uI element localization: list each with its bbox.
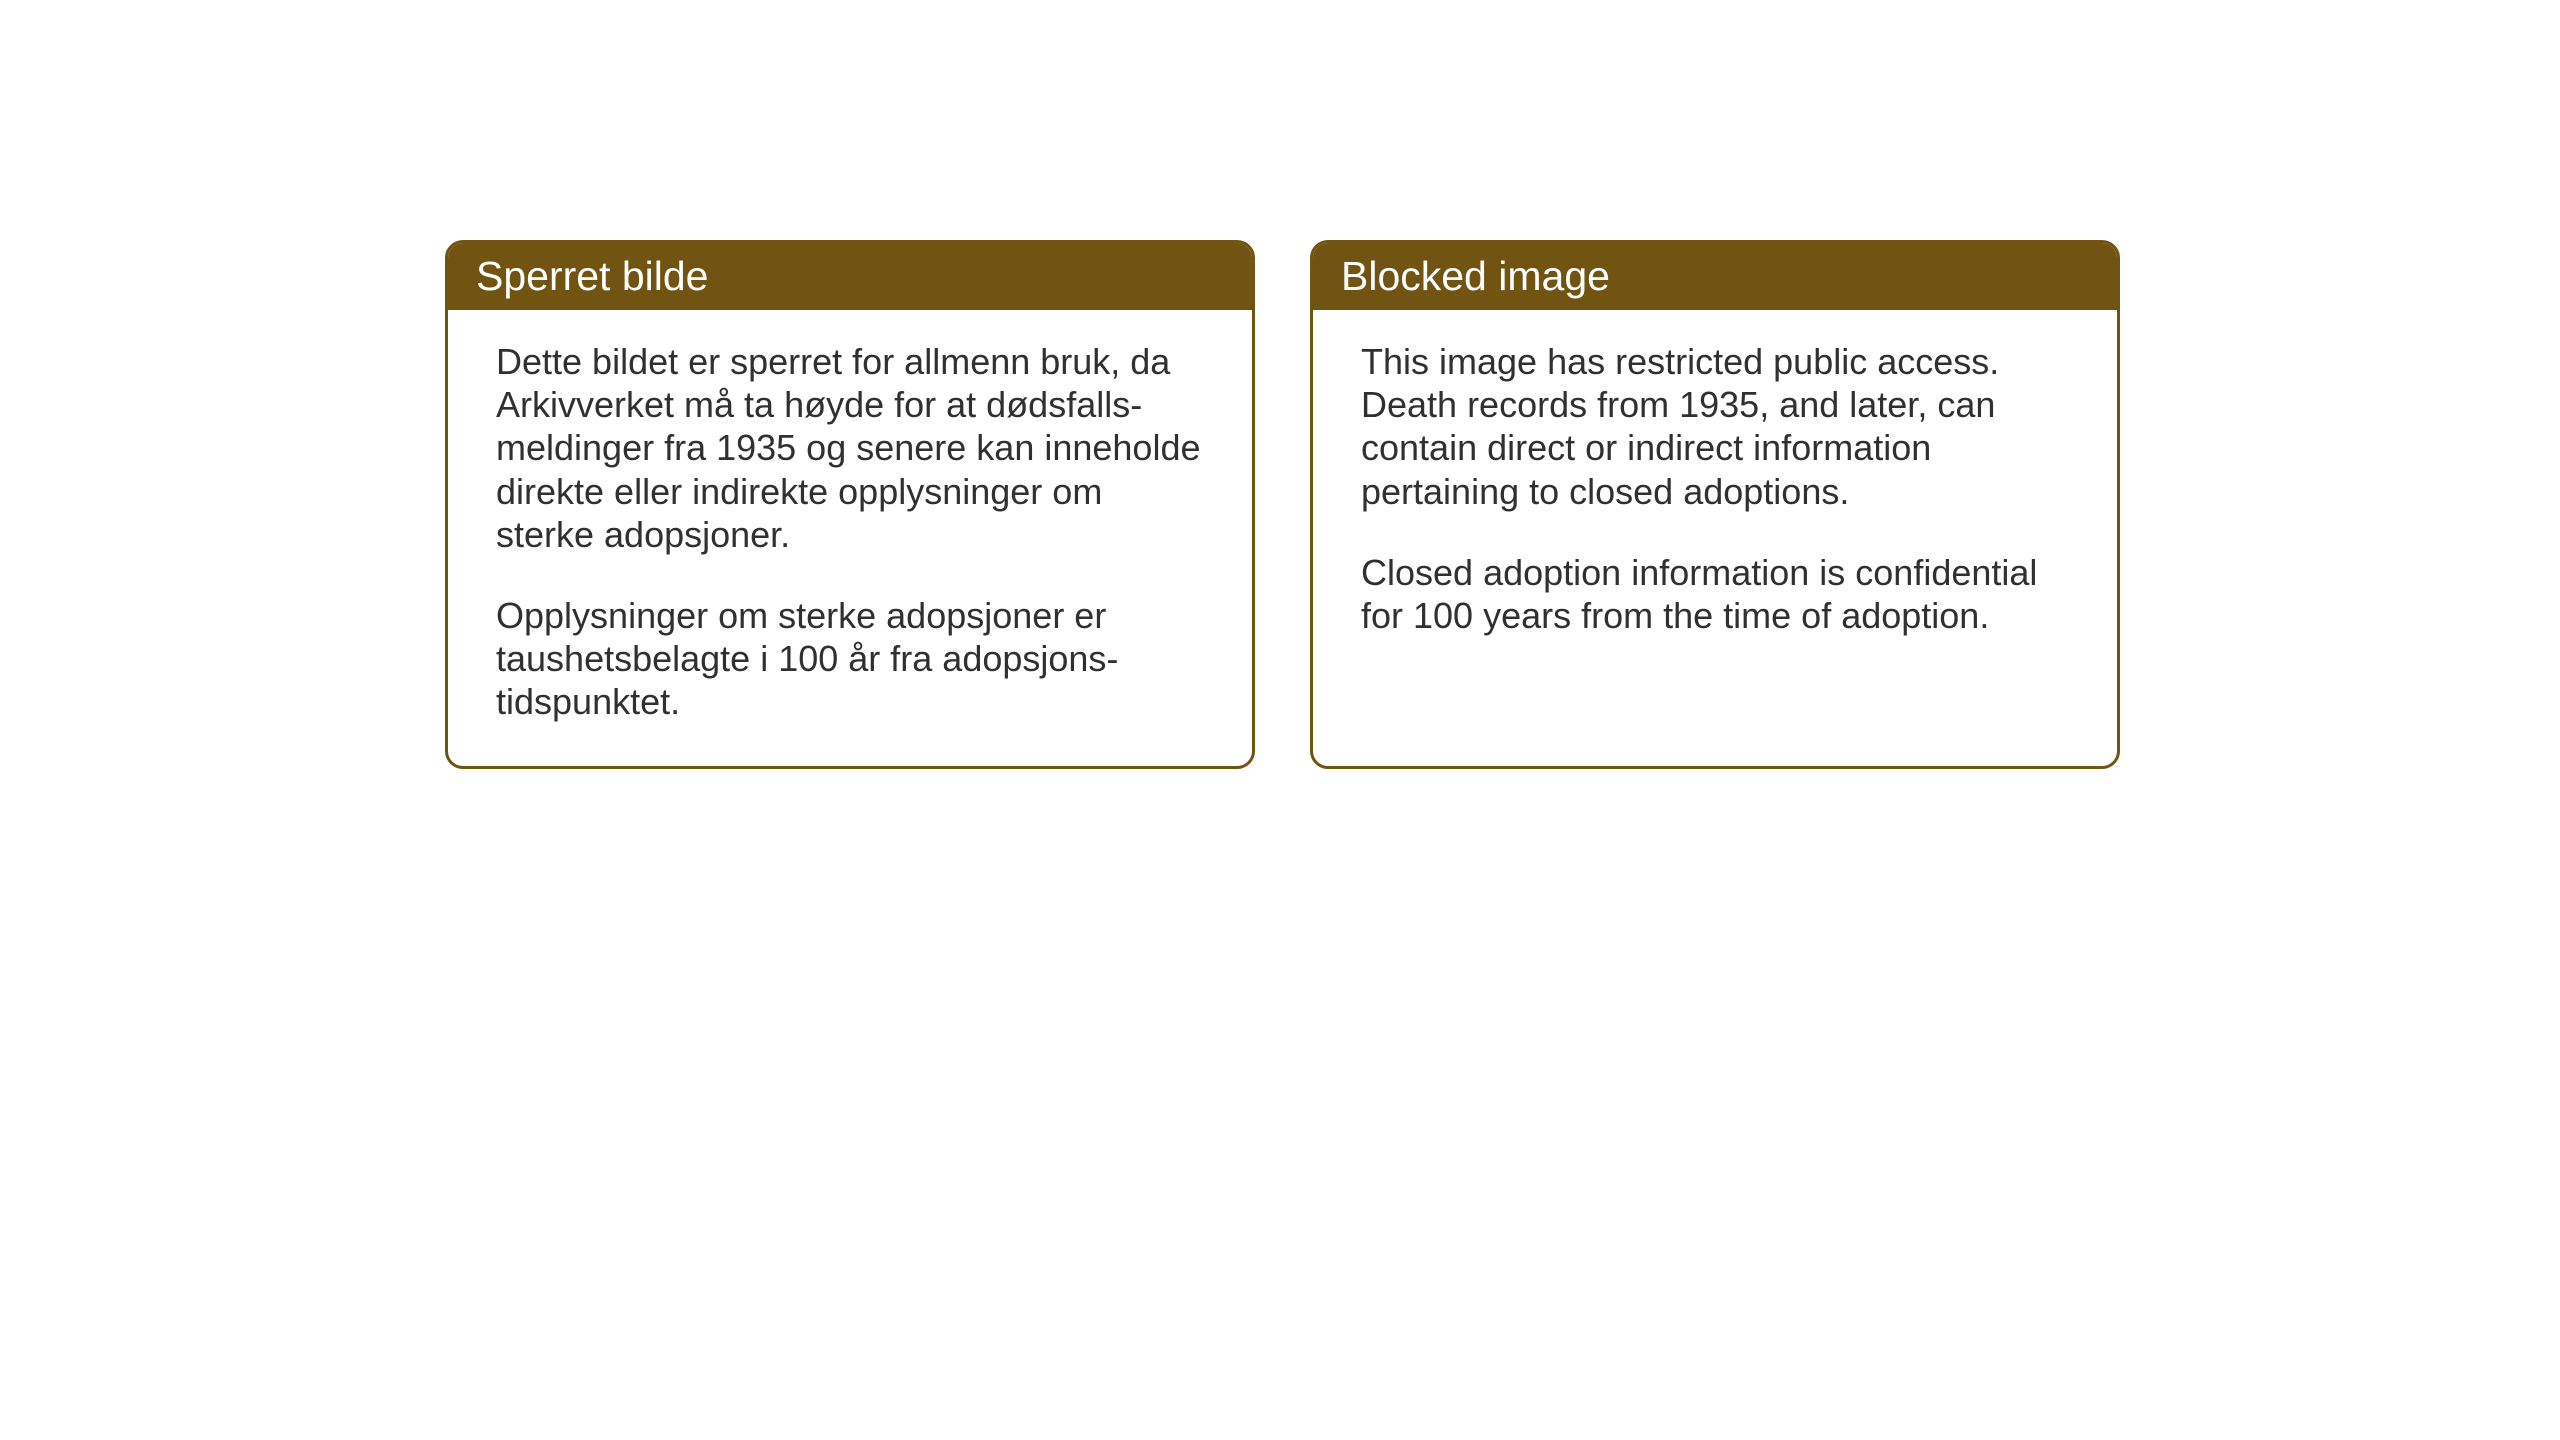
- norwegian-card-title: Sperret bilde: [448, 243, 1252, 310]
- english-paragraph-1: This image has restricted public access.…: [1361, 340, 2069, 513]
- english-card-body: This image has restricted public access.…: [1313, 310, 2117, 679]
- norwegian-paragraph-1: Dette bildet er sperret for allmenn bruk…: [496, 340, 1204, 556]
- norwegian-card-body: Dette bildet er sperret for allmenn bruk…: [448, 310, 1252, 766]
- english-notice-card: Blocked image This image has restricted …: [1310, 240, 2120, 769]
- english-paragraph-2: Closed adoption information is confident…: [1361, 551, 2069, 637]
- norwegian-notice-card: Sperret bilde Dette bildet er sperret fo…: [445, 240, 1255, 769]
- english-card-title: Blocked image: [1313, 243, 2117, 310]
- norwegian-paragraph-2: Opplysninger om sterke adopsjoner er tau…: [496, 594, 1204, 724]
- notice-cards-container: Sperret bilde Dette bildet er sperret fo…: [445, 240, 2120, 769]
